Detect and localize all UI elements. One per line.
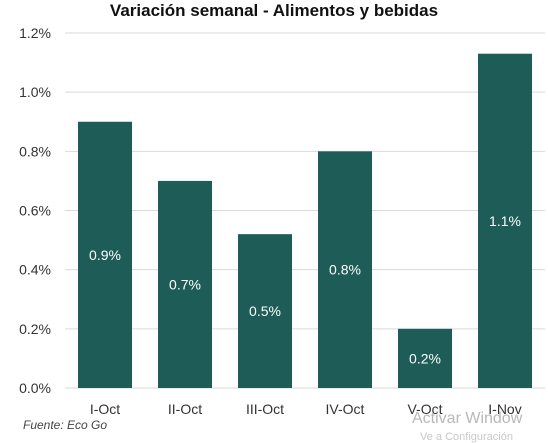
bar <box>398 328 452 388</box>
y-tick-label: 0.0% <box>19 380 51 396</box>
y-tick-label: 0.8% <box>19 143 51 159</box>
bars <box>78 53 532 388</box>
y-tick-label: 1.2% <box>19 25 51 41</box>
activation-watermark-subtext: Ve a Configuración <box>420 431 513 443</box>
x-tick-label: I-Oct <box>90 401 120 417</box>
x-tick-label: I-Nov <box>488 401 521 417</box>
data-label: 0.2% <box>409 350 441 366</box>
data-label: 0.8% <box>329 262 361 278</box>
data-label: 0.9% <box>89 247 121 263</box>
source-note: Fuente: Eco Go <box>23 418 108 432</box>
x-tick-label: V-Oct <box>407 401 442 417</box>
data-labels: 0.9% 0.7% 0.5% 0.8% 0.2% 1.1% <box>89 213 521 367</box>
y-tick-label: 0.2% <box>19 321 51 337</box>
data-label: 1.1% <box>489 213 521 229</box>
x-axis-tick-labels: I-Oct II-Oct III-Oct IV-Oct V-Oct I-Nov <box>90 401 522 417</box>
bar <box>478 53 532 388</box>
data-label: 0.5% <box>249 303 281 319</box>
chart-title: Variación semanal - Alimentos y bebidas <box>109 1 439 20</box>
x-tick-label: IV-Oct <box>326 401 365 417</box>
y-tick-label: 1.0% <box>19 84 51 100</box>
y-tick-label: 0.6% <box>19 203 51 219</box>
bar <box>78 121 132 388</box>
x-tick-label: II-Oct <box>168 401 202 417</box>
activation-watermark: Activar Window <box>412 410 523 427</box>
x-tick-label: III-Oct <box>246 401 284 417</box>
gridlines <box>65 32 545 389</box>
bar <box>158 180 212 388</box>
bar <box>238 234 292 388</box>
y-axis-tick-labels: 0.0% 0.2% 0.4% 0.6% 0.8% 1.0% 1.2% <box>19 25 51 396</box>
data-label: 0.7% <box>169 276 201 292</box>
y-tick-label: 0.4% <box>19 262 51 278</box>
bar <box>318 151 372 388</box>
